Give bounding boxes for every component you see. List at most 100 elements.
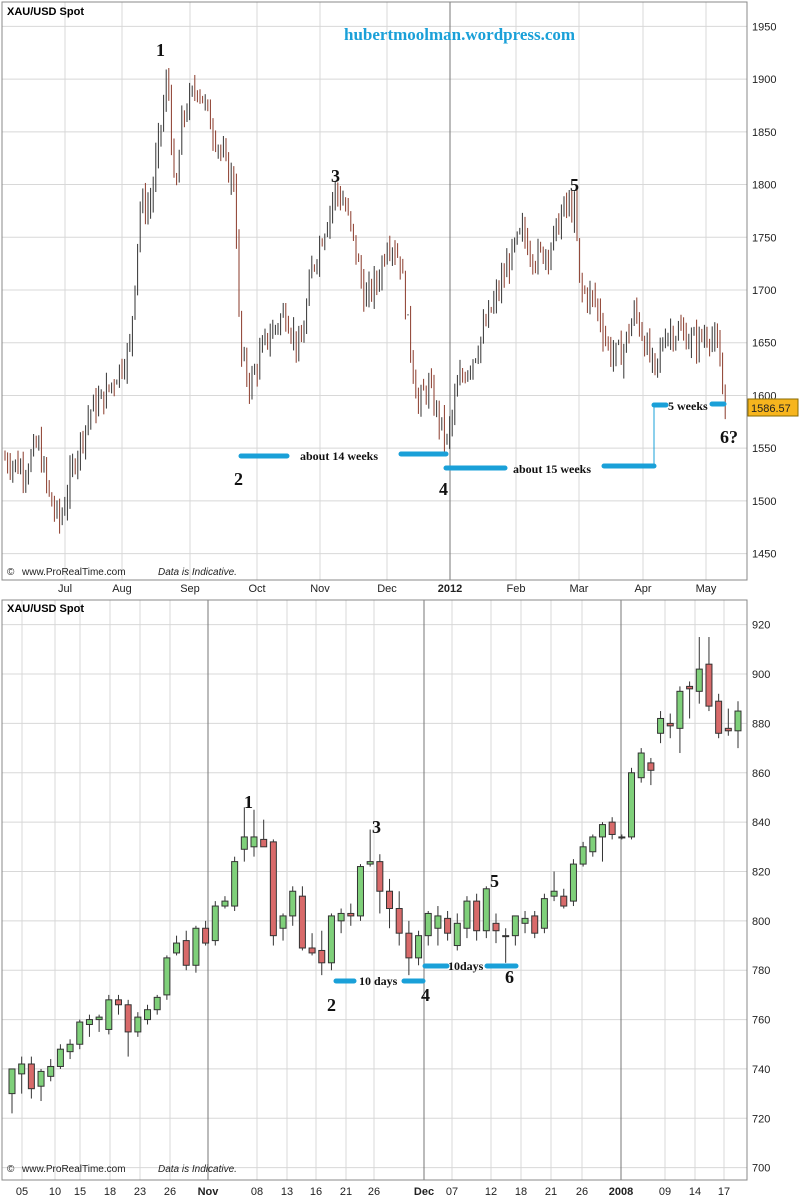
- bottom-x-tick-label: Nov: [198, 1186, 220, 1198]
- wave-label: 4: [421, 985, 430, 1005]
- bottom-x-tick-label: 26: [164, 1186, 176, 1198]
- candle-body: [18, 1063, 26, 1075]
- candle-body: [705, 663, 713, 707]
- candle-body: [502, 935, 510, 938]
- candle-body: [540, 898, 548, 929]
- candle-body: [444, 917, 452, 934]
- candle-body: [492, 922, 500, 932]
- candle-body: [356, 866, 364, 917]
- bottom-x-tick-label: 26: [368, 1186, 380, 1198]
- last-price-badge: 1586.57: [747, 398, 799, 417]
- candle-body: [550, 890, 558, 897]
- bottom-candles: [8, 637, 742, 1114]
- bottom-x-tick-label: 05: [16, 1186, 28, 1198]
- candle-body: [85, 1019, 93, 1026]
- wave-label: about 15 weeks: [513, 462, 591, 476]
- candle-body: [192, 927, 200, 966]
- candle-body: [27, 1063, 35, 1090]
- bottom-copyright: ©: [7, 1164, 15, 1175]
- candle-body: [327, 915, 335, 964]
- candle-body: [463, 900, 471, 929]
- candle-body: [598, 824, 606, 838]
- bottom-x-tick-label: 21: [340, 1186, 352, 1198]
- candle-body: [434, 915, 442, 929]
- candle-body: [240, 836, 248, 850]
- candle-body: [521, 917, 529, 924]
- candle-body: [337, 912, 345, 922]
- bottom-x-tick-label: 15: [74, 1186, 86, 1198]
- candle-body: [66, 1043, 74, 1053]
- top-x-tick-label: 2012: [438, 583, 462, 595]
- candle-body: [666, 722, 674, 727]
- bottom-y-tick-label: 840: [752, 817, 770, 829]
- wave-label: 6: [505, 967, 514, 987]
- bottom-x-tick-label: 10: [49, 1186, 61, 1198]
- bottom-x-tick-label: 18: [515, 1186, 527, 1198]
- candle-body: [105, 999, 113, 1030]
- candle-body: [676, 690, 684, 729]
- top-x-tick-label: Nov: [310, 583, 330, 595]
- wave-label: 10 days: [359, 974, 398, 988]
- candle-body: [163, 957, 171, 996]
- top-copyright: ©: [7, 567, 15, 578]
- bottom-x-tick-label: 07: [446, 1186, 458, 1198]
- top-y-tick-label: 1650: [752, 338, 776, 350]
- top-y-tick-label: 1750: [752, 232, 776, 244]
- top-x-tick-label: May: [696, 583, 717, 595]
- bottom-y-tick-label: 780: [752, 965, 770, 977]
- candle-body: [231, 861, 239, 907]
- bottom-y-tick-label: 740: [752, 1064, 770, 1076]
- top-price-bars: [4, 68, 726, 534]
- wave-label: 6?: [720, 427, 738, 447]
- bottom-y-tick-label: 880: [752, 718, 770, 730]
- candle-body: [221, 900, 229, 907]
- top-x-tick-label: Sep: [180, 583, 200, 595]
- top-x-tick-label: Oct: [248, 583, 265, 595]
- wave-label: about 14 weeks: [300, 449, 378, 463]
- top-x-tick-label: Jul: [58, 583, 72, 595]
- wave-label: 3: [372, 817, 381, 837]
- top-plot-frame: [1, 1, 748, 581]
- top-footer-note: Data is Indicative.: [158, 567, 237, 578]
- top-x-tick-label: Apr: [634, 583, 651, 595]
- bottom-x-axis: 05 10 15 18 23 26 Nov 08 13 16 21 26 Dec 07 12 18 21 26 20…: [16, 1186, 730, 1198]
- bottom-y-tick-label: 920: [752, 620, 770, 632]
- top-grid: [2, 2, 747, 580]
- bottom-x-tick-label: 26: [576, 1186, 588, 1198]
- candle-body: [114, 999, 122, 1006]
- top-x-axis: Jul Aug Sep Oct Nov Dec 2012 Feb Mar Apr May: [58, 583, 717, 595]
- candle-body: [153, 996, 161, 1011]
- bottom-y-axis: 700 720 740 760 780 800 820 840 860 880 900 920: [752, 620, 770, 1175]
- bottom-chart-title: XAU/USD Spot: [7, 603, 84, 615]
- candle-body: [424, 912, 432, 937]
- watermark: hubertmoolman.wordpress.com: [344, 25, 575, 44]
- candle-body: [134, 1016, 142, 1033]
- candle-body: [579, 846, 587, 865]
- bottom-x-tick-label: 2008: [609, 1186, 633, 1198]
- candle-body: [95, 1016, 103, 1021]
- candle-body: [144, 1009, 152, 1021]
- wave-label: 2: [234, 469, 243, 489]
- candle-body: [386, 890, 394, 910]
- candle-body: [376, 861, 384, 892]
- candle-body: [618, 836, 626, 839]
- last-price-label: 1586.57: [751, 403, 791, 415]
- top-x-tick-label: Aug: [112, 583, 132, 595]
- top-y-tick-label: 1450: [752, 549, 776, 561]
- bottom-y-tick-label: 820: [752, 866, 770, 878]
- top-y-tick-label: 1550: [752, 443, 776, 455]
- wave-label: 4: [439, 479, 448, 499]
- candle-body: [482, 888, 490, 932]
- candle-body: [415, 935, 423, 959]
- bottom-grid: [2, 600, 747, 1180]
- wave-label: 1: [156, 40, 165, 60]
- bottom-y-tick-label: 720: [752, 1113, 770, 1125]
- bottom-x-tick-label: 09: [659, 1186, 671, 1198]
- bottom-x-tick-label: 21: [545, 1186, 557, 1198]
- bottom-x-tick-label: 12: [485, 1186, 497, 1198]
- bottom-x-tick-label: 23: [134, 1186, 146, 1198]
- wave-label: 10days: [448, 959, 484, 973]
- wave-label: 5: [490, 871, 499, 891]
- candle-body: [628, 772, 636, 838]
- candle-body: [511, 915, 519, 937]
